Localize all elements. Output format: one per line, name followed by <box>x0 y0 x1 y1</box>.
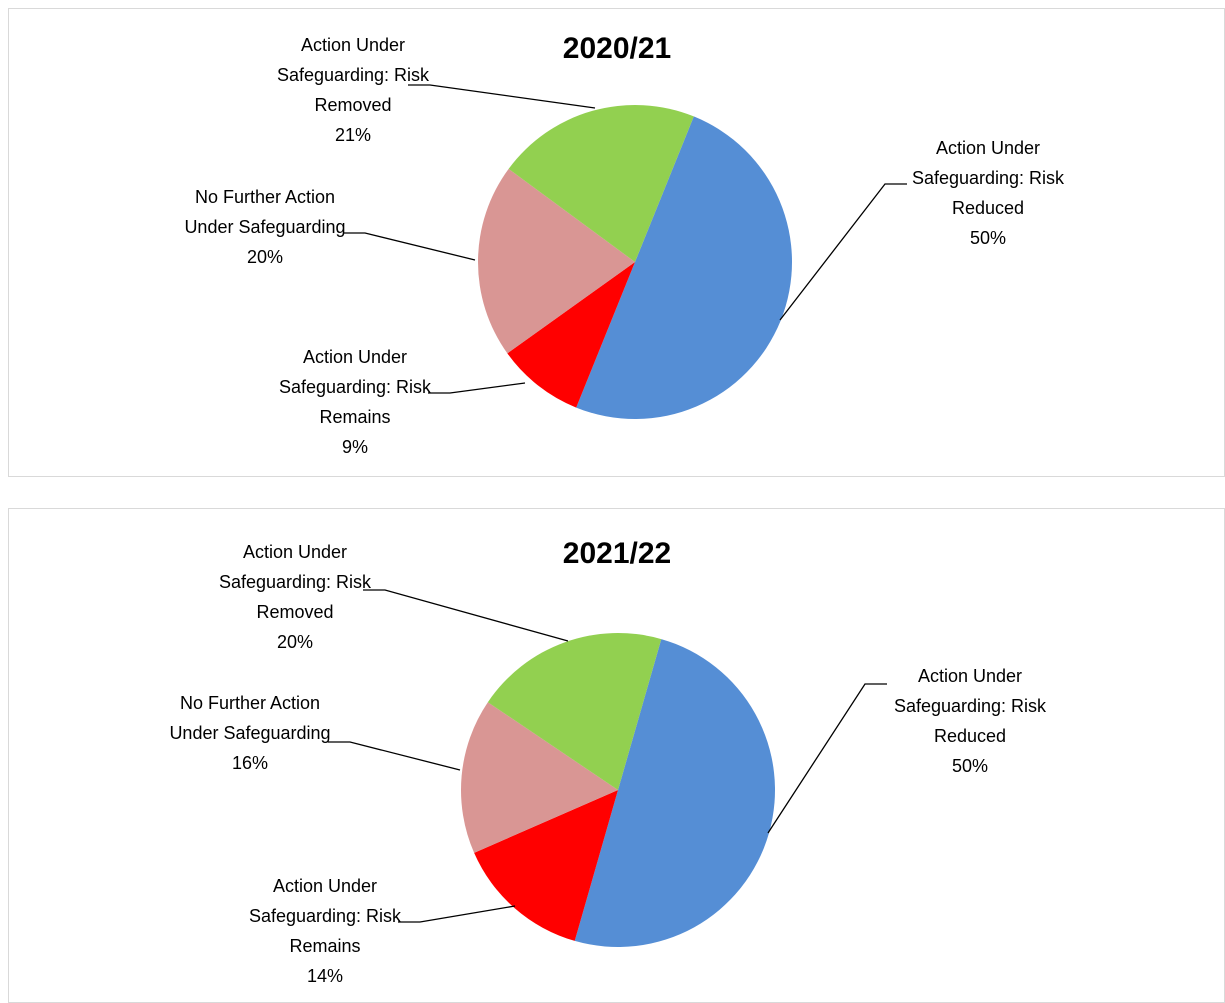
value-label: 20% <box>276 632 314 652</box>
slice-label: Action Under Safeguarding: Risk Reduced <box>911 138 1065 218</box>
pie-slice <box>576 116 793 420</box>
chart-title: 2020/21 <box>562 32 672 65</box>
value-label: 21% <box>334 125 372 145</box>
leader-line <box>363 589 569 642</box>
value-label: 9% <box>341 437 368 457</box>
slice-label: Action Under Safeguarding: Risk Reduced <box>893 666 1047 746</box>
pie-slice <box>474 790 618 941</box>
leader-line <box>328 741 461 771</box>
slice-label: No Further Action Under Safeguarding <box>184 187 346 237</box>
value-label: 50% <box>969 228 1007 248</box>
pie-slice <box>477 168 635 354</box>
leader-line <box>779 183 907 321</box>
leader-line <box>343 232 476 261</box>
value-label: 14% <box>306 966 344 986</box>
value-label: 50% <box>951 756 989 776</box>
leader-line <box>398 905 516 923</box>
leader-line <box>767 683 887 834</box>
slice-label: Action Under Safeguarding: Risk Remains <box>278 347 432 427</box>
chart-title: 2021/22 <box>562 537 672 570</box>
pie-slice <box>487 633 662 790</box>
slice-label: No Further Action Under Safeguarding <box>169 693 331 743</box>
slice-label: Action Under Safeguarding: Risk Remains <box>248 876 402 956</box>
leader-line <box>428 382 526 394</box>
leader-line <box>408 84 596 109</box>
pie-slice <box>461 702 618 853</box>
value-label: 16% <box>231 753 269 773</box>
slice-label: Action Under Safeguarding: Risk Removed <box>218 542 372 622</box>
value-label: 20% <box>246 247 284 267</box>
pie-slice <box>574 639 775 948</box>
pie-slice <box>508 104 694 262</box>
pie-slice <box>507 262 635 408</box>
slice-label: Action Under Safeguarding: Risk Removed <box>276 35 430 115</box>
